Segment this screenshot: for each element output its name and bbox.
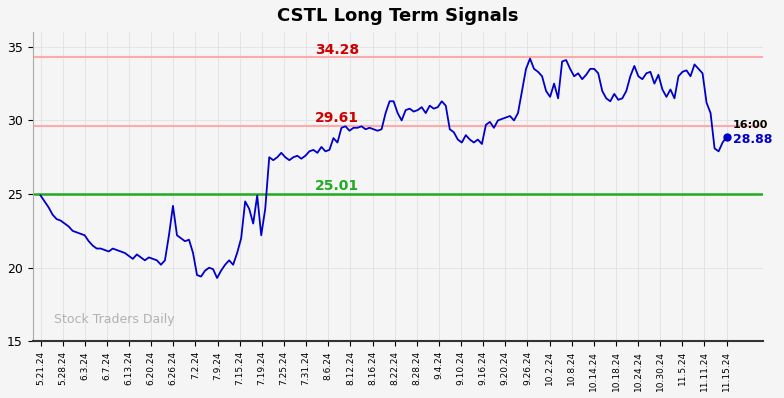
Text: 16:00: 16:00 — [732, 120, 768, 130]
Text: 29.61: 29.61 — [315, 111, 359, 125]
Title: CSTL Long Term Signals: CSTL Long Term Signals — [277, 7, 518, 25]
Text: 28.88: 28.88 — [732, 133, 772, 146]
Text: Stock Traders Daily: Stock Traders Daily — [54, 313, 175, 326]
Text: 34.28: 34.28 — [315, 43, 359, 57]
Text: 25.01: 25.01 — [315, 179, 359, 193]
